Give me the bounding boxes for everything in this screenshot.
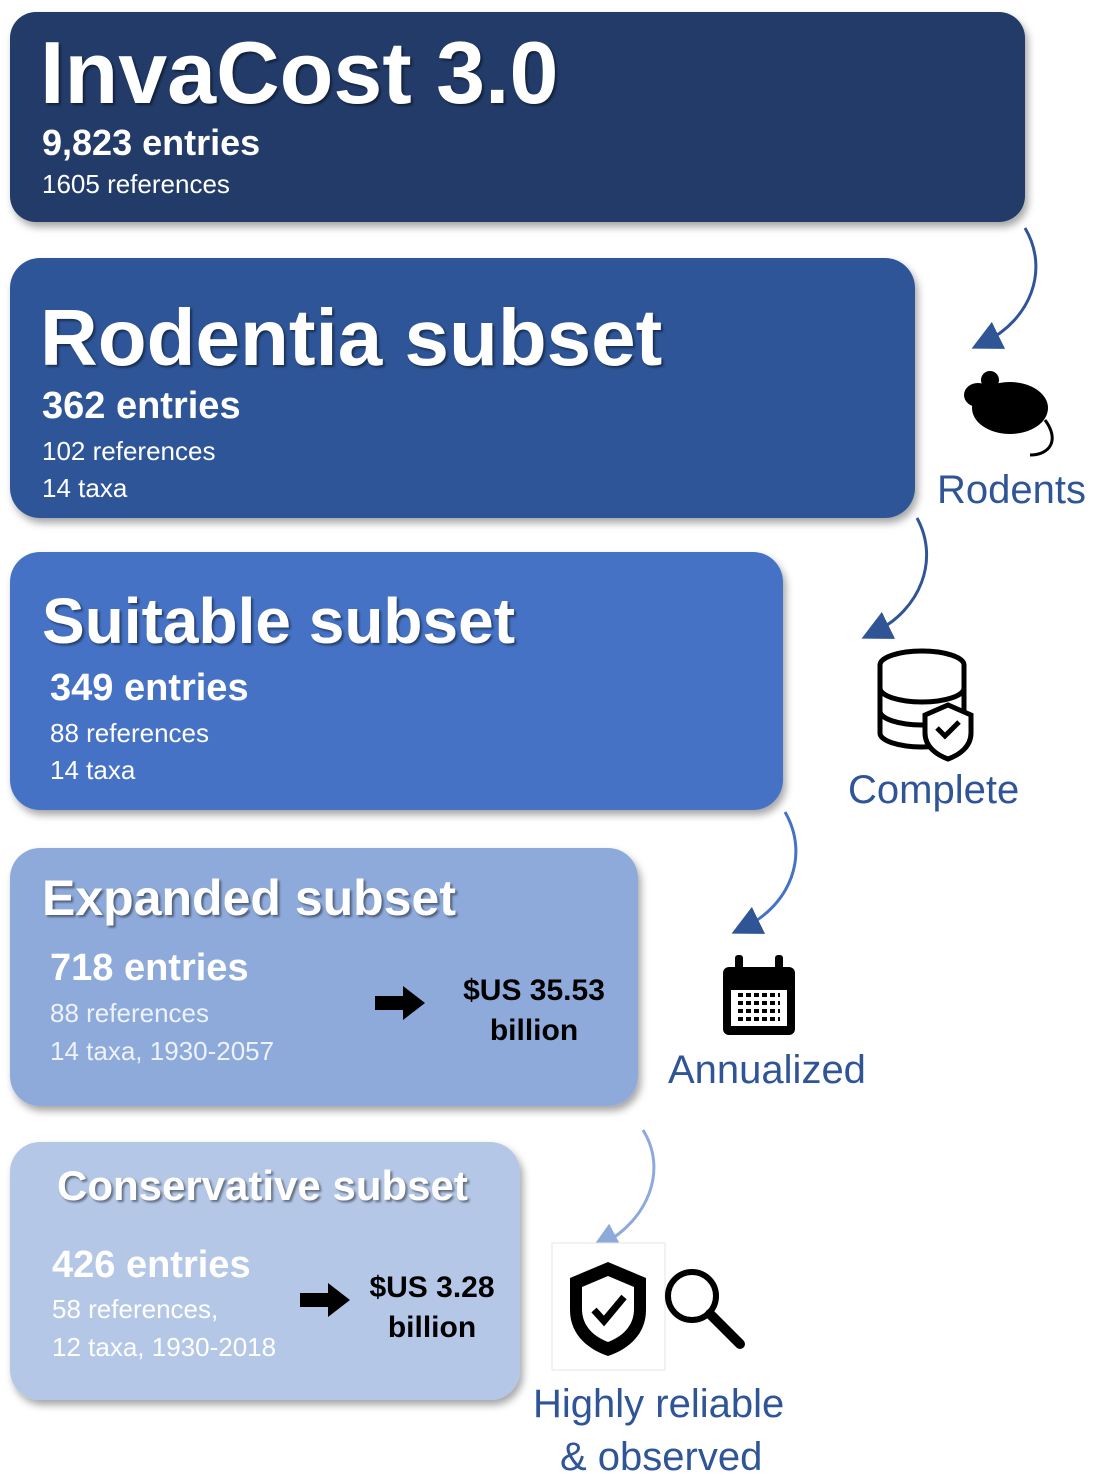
detail: 14 taxa	[50, 755, 136, 785]
filter-label: & observed	[560, 1435, 762, 1478]
detail: 88 references	[50, 998, 209, 1028]
arrow	[300, 1283, 350, 1317]
calendar-icon	[723, 955, 795, 1035]
flow-arrow	[589, 1129, 656, 1252]
box	[10, 848, 638, 1106]
box-title: Expanded subset	[42, 870, 456, 926]
box	[10, 552, 783, 810]
detail: 58 references,	[52, 1294, 218, 1324]
cost: $US 35.53	[463, 974, 605, 1007]
box-title: Conservative subset	[57, 1162, 468, 1209]
detail: 14 taxa, 1930-2057	[50, 1036, 274, 1066]
cost-unit: billion	[490, 1014, 578, 1047]
cost: $US 3.28	[369, 1271, 494, 1304]
box	[10, 258, 915, 518]
database-icon	[877, 648, 974, 762]
entries: 426 entries	[52, 1244, 251, 1286]
detail: 102 references	[42, 436, 215, 466]
entries: 349 entries	[50, 667, 249, 709]
filter-label: Complete	[848, 768, 1019, 812]
filter-label: Highly reliable	[533, 1382, 784, 1426]
cost-unit: billion	[388, 1311, 476, 1344]
box	[10, 1142, 520, 1400]
box-title: Rodentia subset	[40, 293, 662, 382]
entries: 362 entries	[42, 385, 241, 427]
flow-arrow	[861, 517, 929, 639]
box-title: InvaCost 3.0	[40, 23, 558, 122]
filter-label: Annualized	[668, 1048, 866, 1092]
reliable-icon	[551, 1242, 745, 1371]
detail: 88 references	[50, 718, 209, 748]
arrow	[375, 986, 425, 1020]
detail: 1605 references	[42, 169, 230, 199]
box-title: Suitable subset	[42, 585, 515, 657]
mouse-icon	[964, 371, 1054, 457]
entries: 718 entries	[50, 947, 249, 989]
detail: 14 taxa	[42, 473, 128, 503]
box	[10, 12, 1025, 222]
flow-arrow	[971, 227, 1038, 349]
flow-arrow	[731, 811, 798, 934]
entries: 9,823 entries	[42, 122, 260, 163]
detail: 12 taxa, 1930-2018	[52, 1332, 276, 1362]
filter-label: Rodents	[937, 468, 1086, 512]
